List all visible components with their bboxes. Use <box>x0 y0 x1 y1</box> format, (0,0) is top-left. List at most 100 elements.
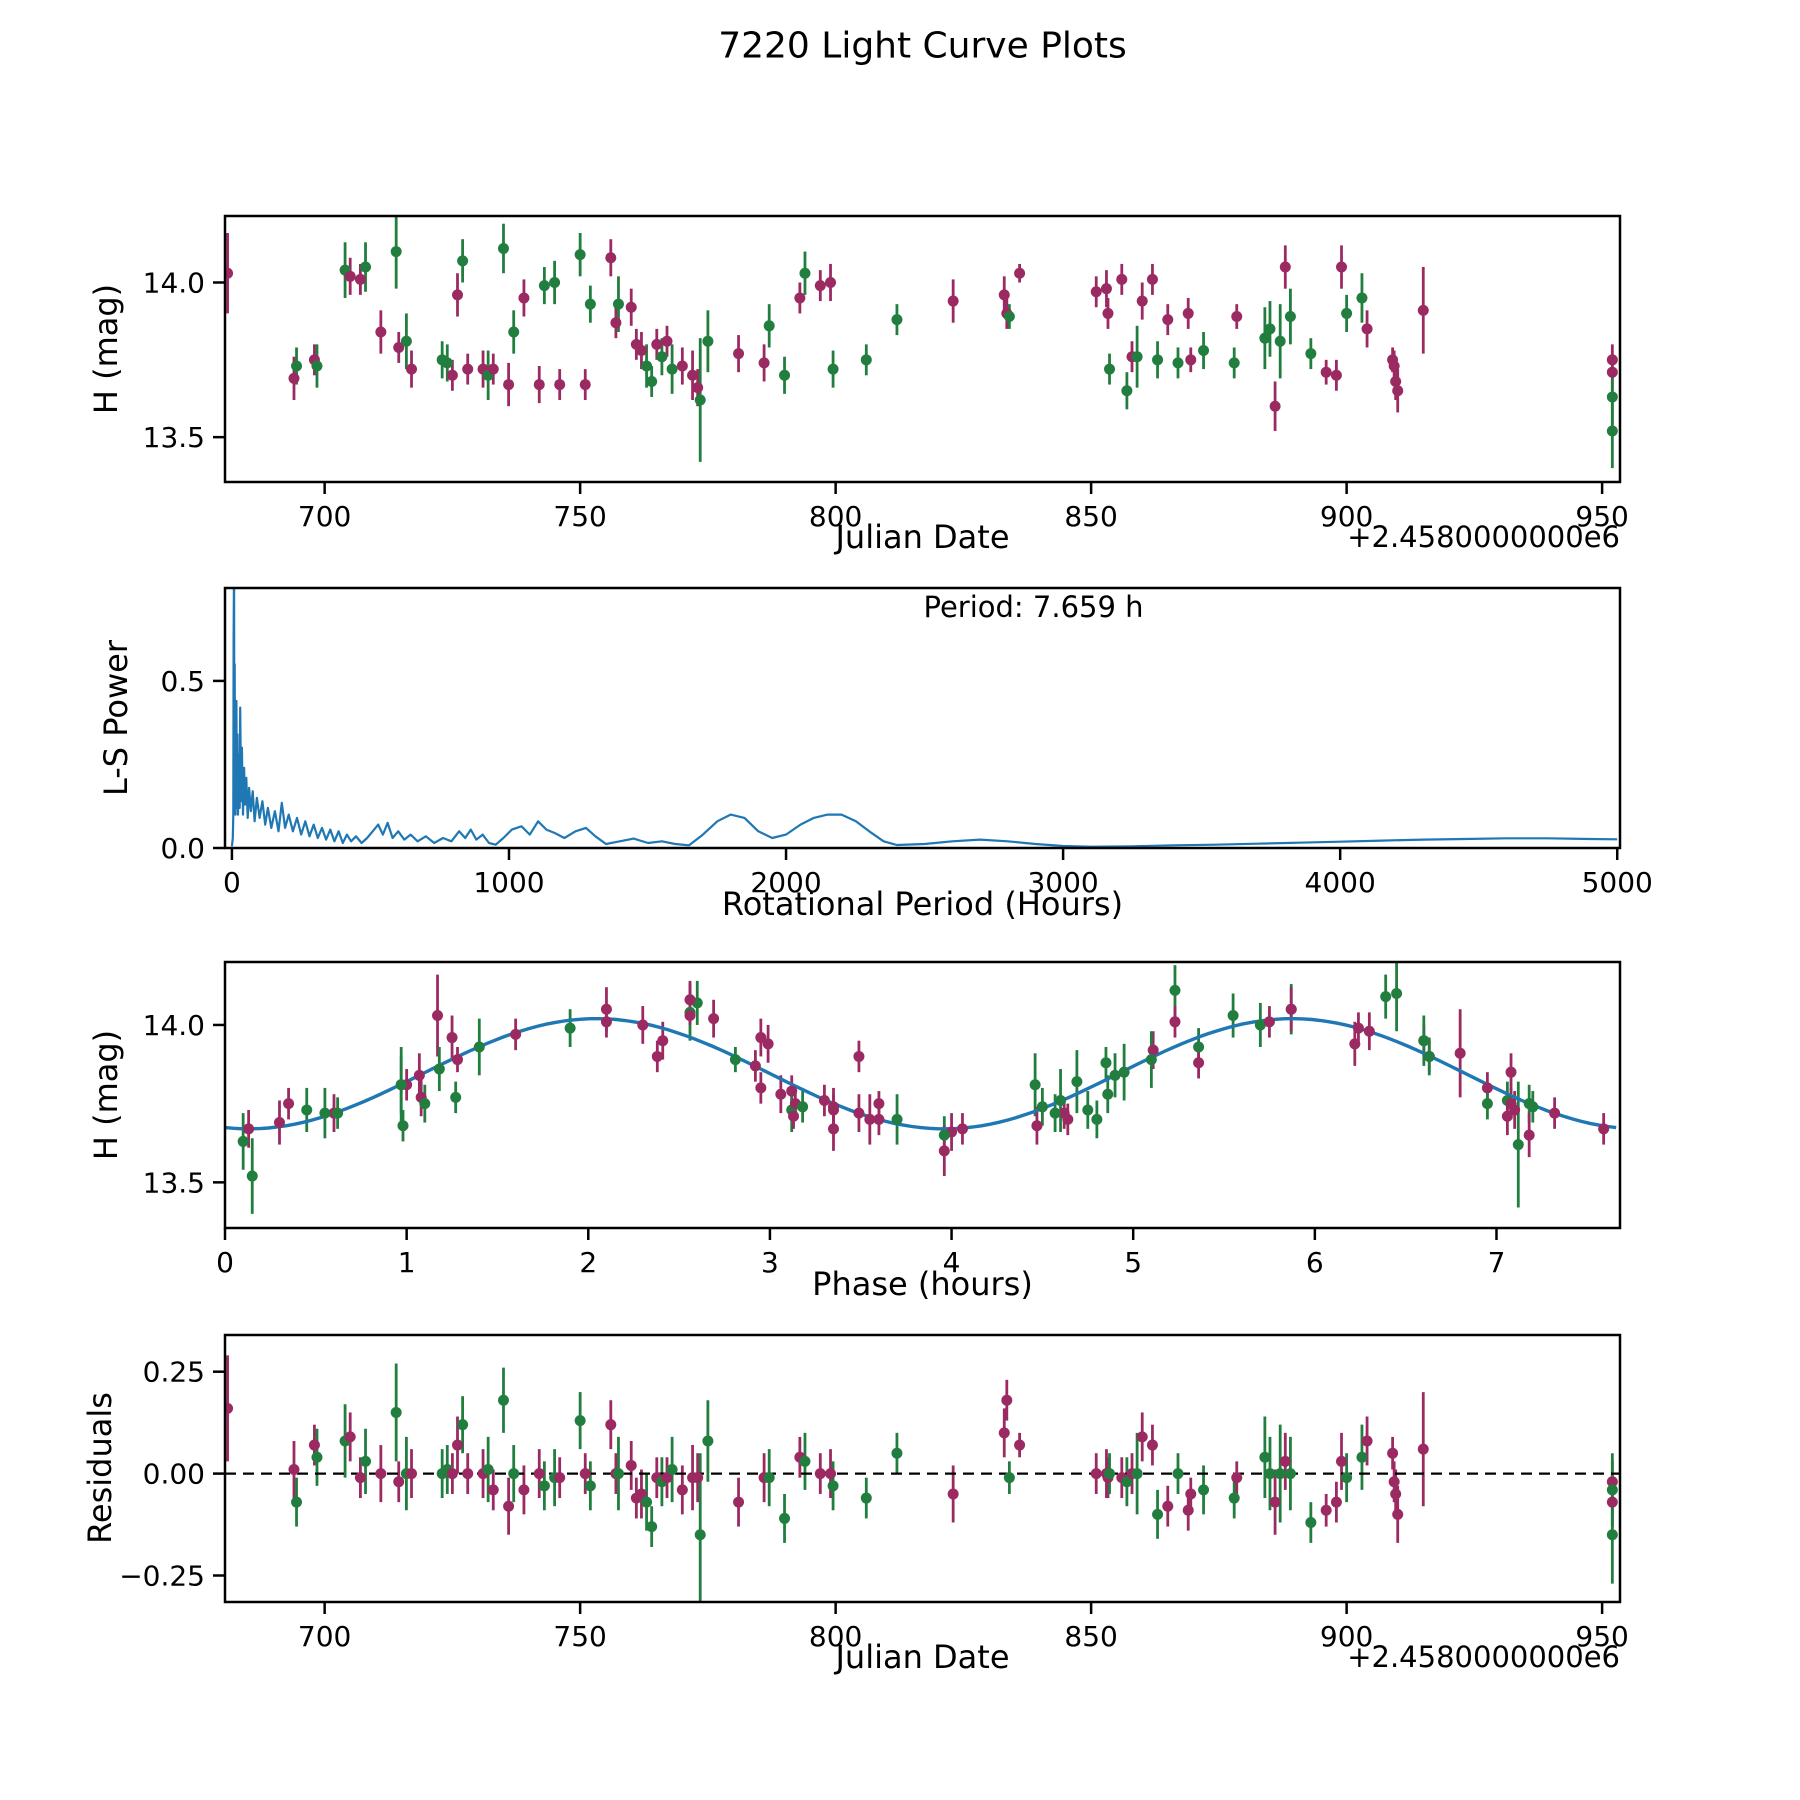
data-point <box>998 289 1010 301</box>
data-point <box>1152 354 1164 366</box>
data-point <box>814 1468 826 1480</box>
data-point <box>1029 1079 1041 1091</box>
data-point <box>657 1035 669 1047</box>
data-point <box>1254 1019 1266 1031</box>
data-point <box>1320 1504 1332 1516</box>
data-point <box>1388 360 1400 372</box>
data-point <box>1071 1076 1083 1088</box>
data-point <box>446 1468 458 1480</box>
data-point <box>1269 1496 1281 1508</box>
y-tick-label: 0.25 <box>143 1356 205 1389</box>
x-tick-label: 2000 <box>750 866 821 899</box>
data-point <box>1090 1468 1102 1480</box>
data-point <box>487 363 499 375</box>
data-point <box>574 1415 586 1427</box>
data-point <box>1102 1088 1114 1100</box>
residuals-plot-axis-offset: +2.4580000000e6 <box>1347 1640 1620 1674</box>
data-point <box>397 1120 409 1132</box>
data-point <box>554 379 566 391</box>
data-point <box>1320 366 1332 378</box>
data-point <box>1606 1496 1618 1508</box>
data-point <box>702 335 714 347</box>
data-point <box>1001 1394 1013 1406</box>
data-point <box>814 280 826 292</box>
data-point <box>860 354 872 366</box>
data-point <box>873 1113 885 1125</box>
data-point <box>1062 1113 1074 1125</box>
x-tick-label: 700 <box>298 1620 351 1653</box>
data-point <box>1116 273 1128 285</box>
x-tick-label: 3 <box>761 1246 779 1279</box>
data-point <box>625 1459 637 1471</box>
data-point <box>1523 1129 1535 1141</box>
data-point <box>1387 1447 1399 1459</box>
data-point <box>1305 348 1317 360</box>
data-point <box>1527 1101 1539 1113</box>
data-point <box>538 280 550 292</box>
data-point <box>473 1041 485 1053</box>
data-point <box>452 289 463 301</box>
data-point <box>1182 307 1194 319</box>
data-point <box>510 1028 522 1040</box>
data-point <box>1417 1443 1429 1455</box>
data-point <box>1082 1104 1094 1116</box>
data-point <box>413 1069 425 1081</box>
data-point <box>508 326 520 338</box>
data-point <box>579 379 591 391</box>
x-tick-label: 700 <box>298 500 351 533</box>
data-point <box>1172 1468 1184 1480</box>
data-point <box>635 345 647 357</box>
data-point <box>1146 1439 1158 1451</box>
data-point <box>1341 307 1353 319</box>
data-point <box>533 1468 545 1480</box>
data-point <box>797 1101 809 1113</box>
periodogram-ylabel: L-S Power <box>97 639 135 797</box>
data-point <box>354 1472 366 1484</box>
data-point <box>641 1496 653 1508</box>
data-point <box>1505 1066 1517 1078</box>
data-point <box>1104 363 1116 375</box>
data-point <box>291 1496 303 1508</box>
data-point <box>666 363 678 375</box>
data-point <box>775 1088 787 1100</box>
data-point <box>393 341 405 353</box>
data-point <box>1390 1488 1402 1500</box>
data-point <box>1285 1003 1297 1015</box>
data-point <box>1193 1041 1205 1053</box>
periodogram-xlabel: Rotational Period (Hours) <box>721 885 1124 923</box>
data-point <box>375 1468 387 1480</box>
data-point <box>641 360 653 372</box>
data-point <box>651 1050 663 1062</box>
data-point <box>605 252 617 264</box>
data-point <box>1356 1451 1368 1463</box>
data-point <box>762 1038 774 1050</box>
data-point <box>225 267 234 279</box>
data-point <box>497 242 509 254</box>
y-tick-label: −0.25 <box>119 1560 205 1593</box>
figure-title: 7220 Light Curve Plots <box>718 25 1127 67</box>
x-tick-label: 900 <box>1320 500 1373 533</box>
data-point <box>1091 1113 1103 1125</box>
data-point <box>1198 1484 1210 1496</box>
data-point <box>1454 1047 1466 1059</box>
data-point <box>1598 1123 1610 1135</box>
data-point <box>1512 1139 1524 1151</box>
data-point <box>1147 1044 1159 1056</box>
data-point <box>508 1468 520 1480</box>
data-point <box>827 1480 839 1492</box>
data-point <box>288 372 300 384</box>
data-point <box>1549 1107 1561 1119</box>
data-point <box>273 1117 285 1129</box>
data-point <box>406 1468 418 1480</box>
data-point <box>503 379 515 391</box>
data-point <box>646 375 658 387</box>
data-point <box>319 1107 331 1119</box>
data-point <box>612 1468 624 1480</box>
data-point <box>853 1107 865 1119</box>
data-point <box>225 1402 234 1414</box>
data-point <box>1152 1508 1164 1520</box>
x-tick-label: 5000 <box>1582 866 1653 899</box>
data-point <box>1392 385 1404 397</box>
